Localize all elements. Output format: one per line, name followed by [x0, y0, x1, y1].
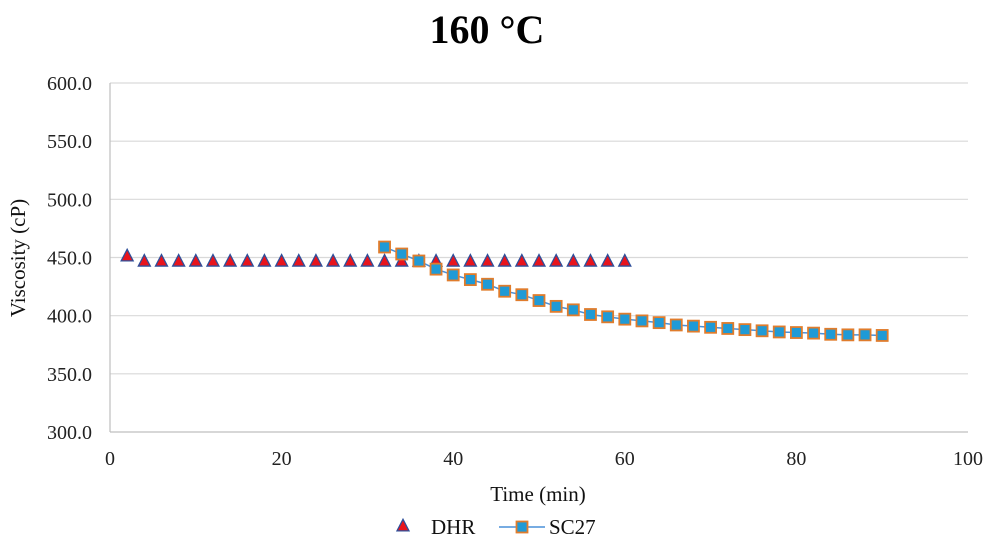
data-point-sc27 — [652, 316, 666, 330]
data-point-dhr — [223, 253, 238, 267]
data-point-dhr — [549, 253, 564, 267]
data-point-dhr — [137, 253, 152, 267]
data-point-dhr — [188, 253, 203, 267]
data-point-sc27 — [412, 254, 426, 268]
data-point-dhr — [240, 253, 255, 267]
data-point-sc27 — [429, 262, 443, 276]
data-point-dhr — [480, 253, 495, 267]
y-axis-label: Viscosity (cP) — [6, 199, 30, 317]
data-point-sc27 — [378, 240, 391, 254]
data-point-sc27 — [618, 312, 632, 326]
y-tick-label: 400.0 — [47, 306, 92, 328]
data-point-sc27 — [738, 323, 752, 337]
data-point-sc27 — [601, 310, 615, 324]
series-sc27 — [378, 240, 889, 342]
data-point-sc27 — [824, 327, 838, 341]
data-point-dhr — [377, 253, 392, 267]
data-point-sc27 — [584, 308, 597, 321]
legend: DHR SC27 — [395, 515, 596, 538]
legend-label-dhr: DHR — [431, 515, 475, 538]
data-point-sc27 — [841, 328, 855, 342]
data-point-sc27 — [395, 247, 409, 261]
data-point-sc27 — [704, 320, 717, 334]
y-tick-label: 350.0 — [47, 364, 92, 386]
data-point-sc27 — [566, 303, 580, 317]
legend-label-sc27: SC27 — [549, 515, 596, 538]
data-point-dhr — [154, 253, 169, 267]
y-tick-label: 600.0 — [47, 73, 92, 95]
data-point-sc27 — [687, 319, 700, 333]
y-tick-labels: 300.0 350.0 400.0 450.0 500.0 550.0 600.0 — [47, 73, 92, 444]
data-point-sc27 — [532, 294, 546, 307]
x-tick-label: 100 — [953, 448, 983, 470]
data-point-sc27 — [549, 299, 563, 313]
y-tick-label: 500.0 — [47, 189, 92, 211]
data-point-sc27 — [875, 329, 889, 342]
data-point-dhr — [446, 253, 461, 267]
y-tick-label: 300.0 — [47, 422, 92, 444]
axes — [109, 83, 968, 433]
data-point-sc27 — [463, 273, 477, 287]
data-point-dhr — [617, 253, 632, 267]
data-point-sc27 — [807, 326, 820, 340]
data-point-dhr — [308, 253, 323, 267]
data-point-dhr — [360, 253, 375, 267]
x-tick-label: 40 — [443, 448, 463, 470]
x-tick-label: 0 — [105, 448, 115, 470]
grid-lines — [110, 82, 968, 375]
data-point-sc27 — [498, 284, 512, 298]
data-point-dhr — [583, 253, 598, 267]
data-point-dhr — [120, 247, 135, 262]
x-tick-label: 80 — [786, 448, 806, 470]
data-point-sc27 — [721, 322, 735, 335]
data-point-sc27 — [755, 324, 769, 338]
data-point-sc27 — [790, 326, 803, 339]
data-point-dhr — [514, 253, 529, 267]
x-tick-labels: 0 20 40 60 80 100 — [105, 448, 983, 470]
x-tick-label: 20 — [272, 448, 292, 470]
data-point-dhr — [600, 253, 615, 267]
data-point-dhr — [274, 253, 289, 267]
y-tick-label: 450.0 — [47, 248, 92, 270]
data-point-dhr — [463, 253, 478, 267]
y-tick-label: 550.0 — [47, 131, 92, 153]
data-point-sc27 — [515, 288, 529, 302]
x-tick-label: 60 — [615, 448, 635, 470]
legend-marker-dhr — [395, 517, 411, 532]
data-point-dhr — [171, 253, 186, 267]
data-point-dhr — [566, 253, 581, 267]
data-point-sc27 — [635, 314, 649, 328]
data-point-dhr — [291, 253, 306, 267]
series-line-sc27 — [384, 246, 883, 337]
chart-title: 160 °C — [430, 7, 545, 52]
series-dhr — [120, 247, 632, 267]
data-point-dhr — [205, 253, 221, 267]
data-point-sc27 — [481, 277, 494, 291]
data-series — [120, 240, 889, 342]
x-axis-label: Time (min) — [490, 482, 585, 506]
data-point-sc27 — [772, 325, 786, 339]
data-point-sc27 — [669, 318, 683, 332]
data-point-dhr — [257, 253, 272, 267]
data-point-dhr — [343, 253, 358, 267]
data-point-dhr — [326, 253, 341, 267]
data-point-sc27 — [858, 328, 872, 342]
data-point-sc27 — [446, 268, 460, 282]
data-point-dhr — [531, 253, 547, 267]
legend-marker-sc27 — [515, 520, 529, 534]
data-point-dhr — [497, 253, 512, 267]
